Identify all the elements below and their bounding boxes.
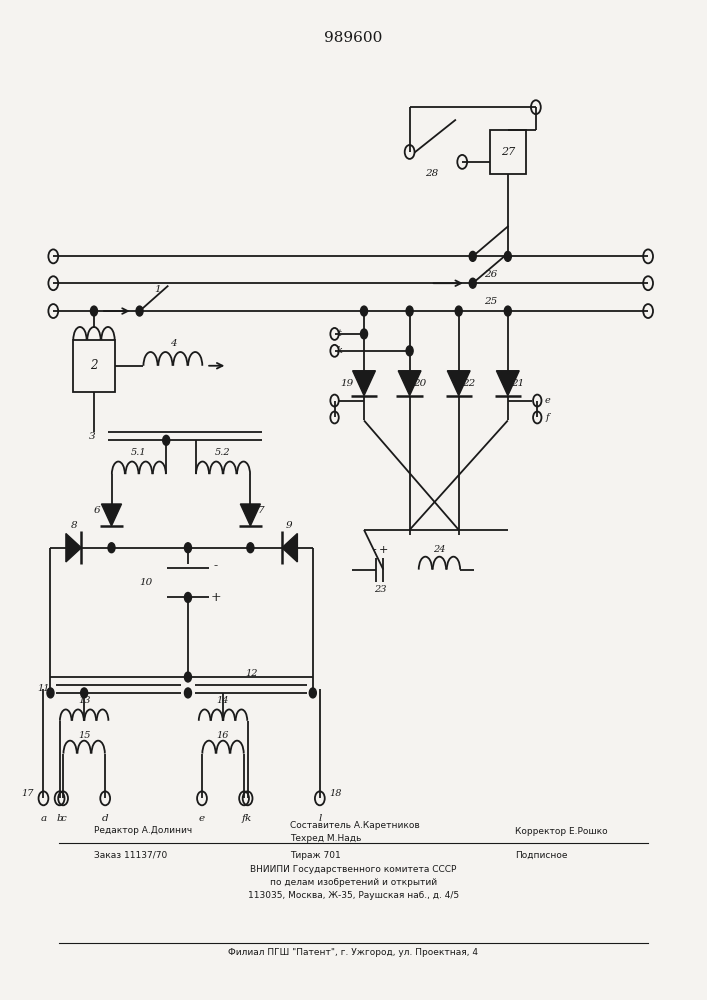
Text: 12: 12 — [245, 669, 257, 678]
Text: 22: 22 — [462, 379, 475, 388]
Circle shape — [309, 688, 316, 698]
Polygon shape — [496, 371, 519, 396]
Text: 24: 24 — [433, 545, 445, 554]
Text: 5.2: 5.2 — [215, 448, 231, 457]
Circle shape — [504, 306, 511, 316]
Text: 17: 17 — [22, 789, 34, 798]
Text: b: b — [57, 814, 63, 823]
Circle shape — [108, 543, 115, 553]
Bar — [73, 340, 115, 392]
Text: Корректор Е.Рошко: Корректор Е.Рошко — [515, 827, 607, 836]
Text: Подписное: Подписное — [515, 851, 567, 860]
Text: Редактор А.Долинич: Редактор А.Долинич — [94, 826, 192, 835]
Text: e: e — [544, 396, 550, 405]
Text: 6: 6 — [94, 506, 101, 515]
Text: k: k — [337, 346, 342, 355]
Text: 8: 8 — [71, 521, 78, 530]
Text: Заказ 11137/70: Заказ 11137/70 — [94, 851, 168, 860]
Circle shape — [185, 592, 192, 602]
Text: 15: 15 — [78, 731, 90, 740]
Text: l: l — [318, 814, 322, 823]
Text: e: e — [199, 814, 205, 823]
Text: ВНИИПИ Государственного комитета СССР: ВНИИПИ Государственного комитета СССР — [250, 865, 457, 874]
Circle shape — [406, 306, 413, 316]
Text: 28: 28 — [426, 169, 438, 178]
Polygon shape — [398, 371, 421, 396]
Circle shape — [47, 688, 54, 698]
Circle shape — [185, 688, 192, 698]
Circle shape — [90, 306, 98, 316]
Text: 7: 7 — [257, 506, 264, 515]
Text: 26: 26 — [484, 270, 497, 279]
Text: 27: 27 — [501, 147, 515, 157]
Text: 20: 20 — [413, 379, 426, 388]
Circle shape — [136, 306, 143, 316]
Text: +: + — [379, 545, 388, 555]
Text: Филиал ПГШ "Патент", г. Ужгород, ул. Проектная, 4: Филиал ПГШ "Патент", г. Ужгород, ул. Про… — [228, 948, 479, 957]
Circle shape — [469, 278, 477, 288]
Circle shape — [469, 251, 477, 261]
Text: 21: 21 — [511, 379, 525, 388]
Polygon shape — [240, 504, 260, 526]
Circle shape — [504, 251, 511, 261]
Circle shape — [81, 688, 88, 698]
Circle shape — [163, 435, 170, 445]
Text: Тираж 701: Тираж 701 — [291, 851, 341, 860]
Circle shape — [406, 346, 413, 356]
Text: 16: 16 — [217, 731, 229, 740]
Circle shape — [361, 329, 368, 339]
Text: k: k — [245, 814, 251, 823]
Text: +: + — [211, 591, 221, 604]
Text: 19: 19 — [340, 379, 353, 388]
Circle shape — [185, 543, 192, 553]
Polygon shape — [353, 371, 375, 396]
Text: 23: 23 — [373, 585, 386, 594]
Text: 13: 13 — [78, 696, 90, 705]
Text: c: c — [60, 814, 66, 823]
Circle shape — [185, 672, 192, 682]
Bar — [489, 130, 526, 174]
Text: 4: 4 — [170, 339, 176, 348]
Polygon shape — [102, 504, 122, 526]
Text: 113035, Москва, Ж-35, Раушская наб., д. 4/5: 113035, Москва, Ж-35, Раушская наб., д. … — [248, 891, 459, 900]
Text: 18: 18 — [329, 789, 341, 798]
Circle shape — [361, 306, 368, 316]
Text: 25: 25 — [484, 297, 497, 306]
Text: a: a — [40, 814, 47, 823]
Text: f: f — [242, 814, 246, 823]
Text: -: - — [214, 559, 218, 572]
Text: 11: 11 — [37, 684, 49, 693]
Text: 3: 3 — [89, 432, 96, 441]
Text: Техред М.Надь: Техред М.Надь — [291, 834, 362, 843]
Text: Составитель А.Каретников: Составитель А.Каретников — [291, 821, 420, 830]
Circle shape — [455, 306, 462, 316]
Text: 1: 1 — [154, 285, 160, 294]
Text: 10: 10 — [139, 578, 153, 587]
Text: 14: 14 — [217, 696, 229, 705]
Polygon shape — [66, 534, 81, 562]
Text: 5.1: 5.1 — [131, 448, 146, 457]
Text: 9: 9 — [286, 521, 292, 530]
Text: -: - — [373, 545, 376, 555]
Polygon shape — [282, 534, 298, 562]
Text: 2: 2 — [90, 359, 98, 372]
Polygon shape — [448, 371, 470, 396]
Text: по делам изобретений и открытий: по делам изобретений и открытий — [270, 878, 437, 887]
Text: d: d — [102, 814, 108, 823]
Text: 989600: 989600 — [325, 31, 382, 45]
Text: t: t — [337, 329, 341, 338]
Text: f: f — [545, 413, 549, 422]
Circle shape — [247, 543, 254, 553]
